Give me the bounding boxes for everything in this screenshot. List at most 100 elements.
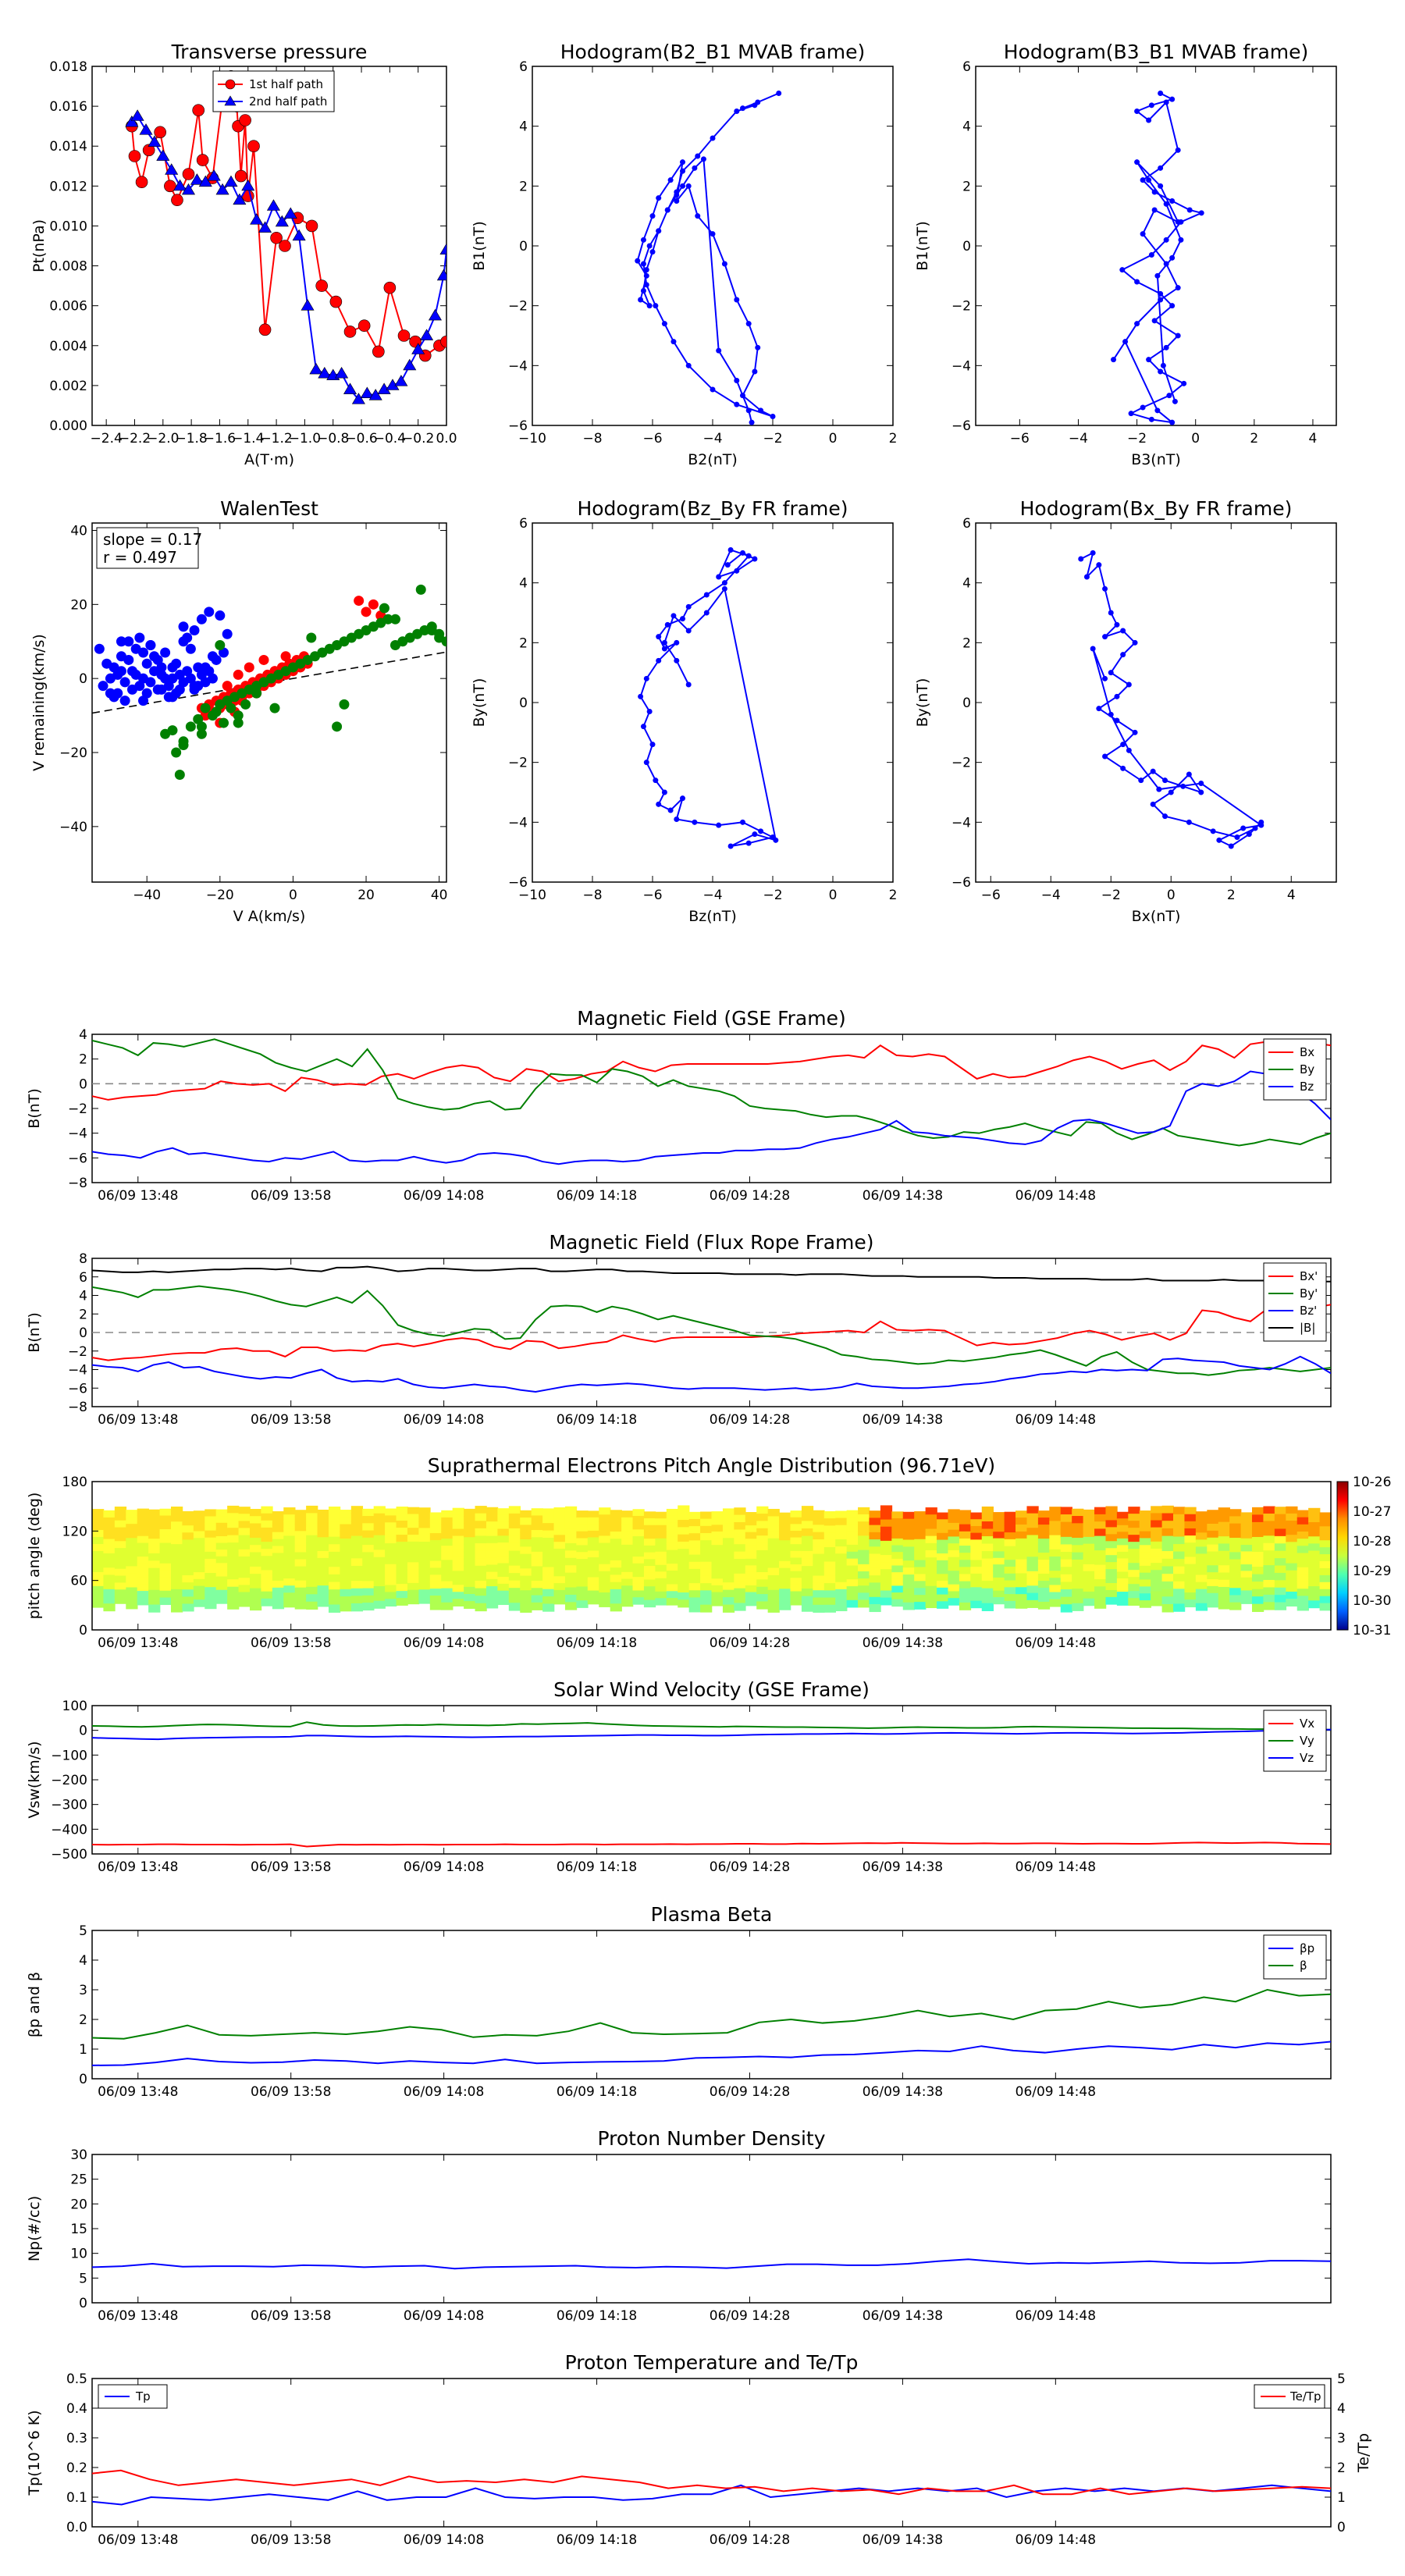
heatmap-cell — [373, 1593, 386, 1602]
heatmap-cell — [1004, 1546, 1016, 1554]
heatmap-cell — [678, 1592, 690, 1601]
heatmap-cell — [970, 1519, 983, 1527]
data-point — [752, 368, 758, 375]
data-point — [428, 308, 442, 321]
heatmap-cell — [1207, 1544, 1219, 1553]
heatmap-cell — [846, 1599, 859, 1608]
data-point — [1102, 753, 1108, 760]
heatmap-cell — [576, 1517, 589, 1525]
data-point — [1138, 777, 1144, 784]
x-tick-label: 06/09 13:58 — [251, 1635, 331, 1651]
heatmap-cell — [846, 1558, 859, 1567]
x-tick-label: −40 — [133, 888, 161, 903]
data-point — [382, 614, 393, 624]
heatmap-cell — [902, 1518, 915, 1527]
heatmap-cell — [1195, 1582, 1208, 1590]
data-point — [674, 657, 680, 664]
y2-tick-label: 4 — [1337, 2401, 1346, 2417]
heatmap-cell — [542, 1537, 555, 1546]
y-tick-label: 0.0 — [66, 2520, 87, 2535]
heatmap-cell — [869, 1560, 881, 1569]
data-point — [758, 407, 764, 414]
heatmap-cell — [1151, 1577, 1163, 1585]
y-tick-label: 2 — [519, 635, 528, 651]
heatmap-cell — [869, 1517, 881, 1526]
heatmap-cell — [205, 1544, 217, 1553]
heatmap-cell — [1229, 1559, 1242, 1567]
heatmap-cell — [959, 1517, 972, 1525]
heatmap-cell — [891, 1578, 904, 1587]
heatmap-cell — [1184, 1571, 1197, 1579]
heatmap-cell — [340, 1567, 352, 1576]
data-point — [139, 123, 153, 135]
heatmap-cell — [1094, 1521, 1107, 1530]
heatmap-cell — [306, 1528, 318, 1536]
x-tick-label: 0 — [829, 888, 838, 903]
data-point — [1178, 237, 1184, 243]
data-point — [211, 654, 222, 665]
data-point — [1078, 556, 1084, 562]
heatmap-cell — [1240, 1545, 1253, 1553]
heatmap-cell — [711, 1517, 724, 1526]
data-point — [305, 219, 318, 233]
heatmap-cell — [1016, 1573, 1028, 1582]
data-point — [1151, 318, 1158, 324]
data-point — [1151, 189, 1158, 195]
x-tick-label: 06/09 14:38 — [863, 1859, 943, 1875]
data-point — [685, 681, 692, 688]
heatmap-cell — [1218, 1536, 1230, 1545]
heatmap-cell — [756, 1564, 769, 1573]
heatmap-cell — [790, 1591, 802, 1599]
heatmap-cell — [317, 1544, 329, 1552]
heatmap-cell — [948, 1584, 960, 1592]
heatmap-cell — [1195, 1567, 1208, 1576]
data-point — [674, 192, 680, 198]
heatmap-cell — [756, 1579, 769, 1588]
heatmap-cell — [643, 1532, 656, 1539]
heatmap-cell — [981, 1558, 994, 1567]
data-point — [745, 840, 752, 846]
heatmap-cell — [1286, 1556, 1298, 1564]
y-axis-label: B(nT) — [26, 1312, 43, 1353]
heatmap-cell — [564, 1550, 578, 1559]
heatmap-cell — [587, 1530, 600, 1539]
data-point — [1090, 646, 1096, 652]
chart-title: Hodogram(B2_B1 MVAB frame) — [560, 41, 866, 63]
heatmap-cell — [632, 1509, 645, 1517]
heatmap-cell — [306, 1520, 318, 1529]
heatmap-cell — [373, 1535, 386, 1543]
heatmap-cell — [1319, 1582, 1332, 1590]
data-point — [94, 643, 105, 654]
y-tick-label: 0.002 — [49, 379, 87, 394]
heatmap-cell — [1139, 1593, 1151, 1601]
data-point — [171, 658, 182, 669]
heatmap-cell — [823, 1539, 836, 1548]
heatmap-cell — [553, 1589, 566, 1598]
heatmap-cell — [756, 1528, 769, 1536]
heatmap-cell — [328, 1559, 341, 1568]
heatmap-cell — [678, 1512, 690, 1521]
heatmap-cell — [1151, 1556, 1163, 1564]
heatmap-cell — [1016, 1566, 1028, 1574]
heatmap-cell — [1297, 1517, 1309, 1525]
x-tick-label: −20 — [206, 888, 234, 903]
data-point — [112, 669, 123, 680]
heatmap-cell — [340, 1603, 352, 1612]
data-point — [192, 104, 205, 117]
heatmap-cell — [1128, 1549, 1140, 1557]
heatmap-cell — [587, 1543, 600, 1552]
heatmap-cell — [126, 1601, 138, 1610]
heatmap-cell — [813, 1525, 825, 1533]
heatmap-cell — [306, 1586, 318, 1596]
heatmap-cell — [317, 1550, 329, 1559]
heatmap-cell — [452, 1507, 464, 1516]
heatmap-cell — [238, 1507, 251, 1515]
data-point — [222, 681, 233, 692]
heatmap-cell — [1094, 1593, 1107, 1602]
data-point — [239, 114, 251, 126]
heatmap-cell — [1286, 1506, 1298, 1514]
heatmap-cell — [486, 1557, 499, 1566]
heatmap-cell — [103, 1539, 116, 1547]
data-point — [638, 297, 644, 303]
heatmap-cell — [294, 1517, 307, 1525]
